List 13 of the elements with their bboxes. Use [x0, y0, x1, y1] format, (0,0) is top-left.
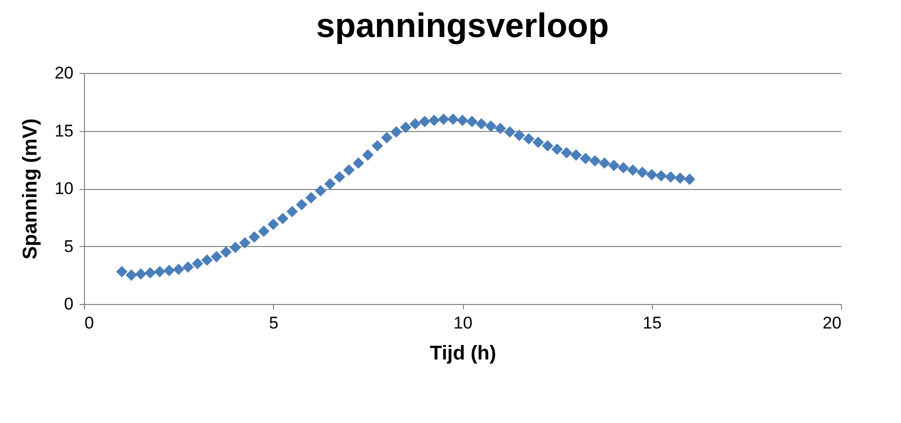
- y-tick-label: 0: [64, 294, 74, 314]
- x-tick-label: 5: [269, 314, 278, 332]
- chart-title: spanningsverloop: [316, 7, 609, 45]
- x-axis-title: Tijd (h): [430, 342, 496, 364]
- y-tick-label: 5: [64, 236, 74, 256]
- y-tick-label: 20: [54, 64, 74, 82]
- y-tick-label: 15: [54, 121, 74, 140]
- x-tick-label: 20: [822, 314, 842, 332]
- x-tick-label: 0: [84, 314, 94, 332]
- x-tick-label: 15: [642, 314, 662, 332]
- y-axis-title: Spanning (mV): [20, 118, 42, 260]
- x-tick-label: 10: [454, 314, 472, 332]
- y-tick-label: 10: [54, 179, 74, 198]
